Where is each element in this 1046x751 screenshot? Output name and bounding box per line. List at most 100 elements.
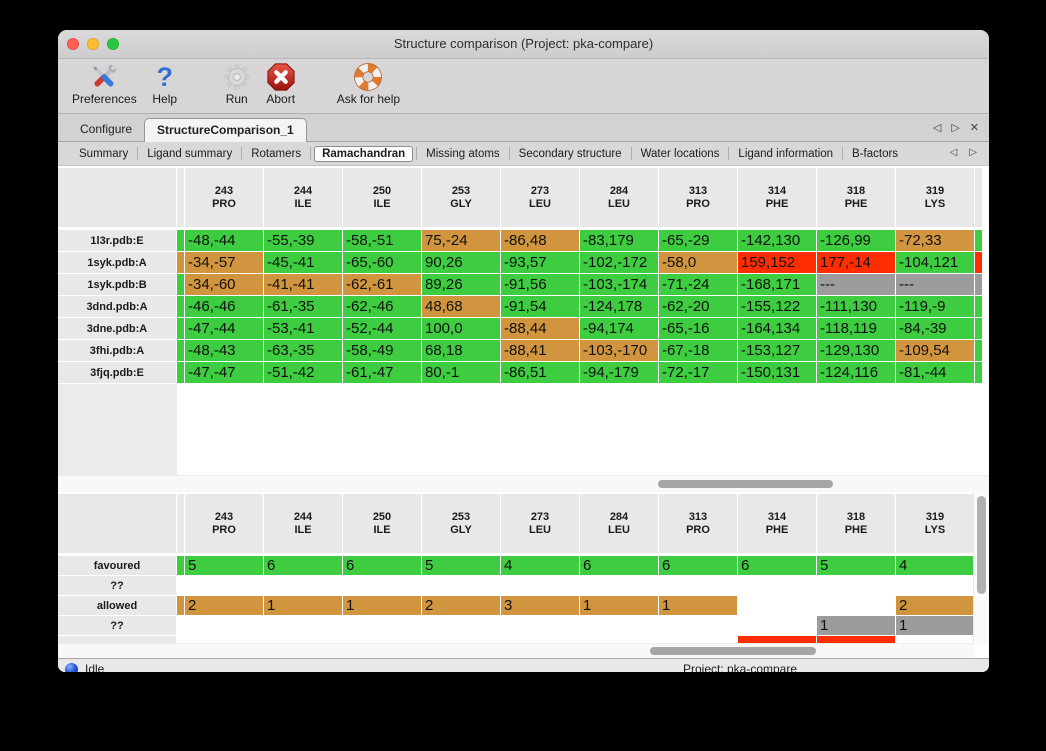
table-cell[interactable]: -61,-47	[343, 362, 422, 384]
table-cell[interactable]: -155,122	[738, 296, 817, 318]
table-cell[interactable]: -111,130	[817, 296, 896, 318]
column-header-253[interactable]: 253 GLY	[422, 168, 501, 228]
table-cell[interactable]	[896, 576, 975, 596]
column-header-319[interactable]: 319 LYS	[896, 168, 975, 228]
table-cell[interactable]: ---	[896, 274, 975, 296]
column-header-314[interactable]: 314 PHE	[738, 168, 817, 228]
table-cell[interactable]: -51,-42	[264, 362, 343, 384]
row-header[interactable]: 3fjq.pdb:E	[58, 362, 177, 384]
table-cell[interactable]	[738, 576, 817, 596]
subtab-secondary-structure[interactable]: Secondary structure	[518, 147, 622, 160]
row-header[interactable]: ??	[58, 616, 177, 636]
table-cell[interactable]: -94,174	[580, 318, 659, 340]
table-cell[interactable]: -109,54	[896, 340, 975, 362]
column-header-314[interactable]: 314 PHE	[738, 494, 817, 554]
column-header-318[interactable]: 318 PHE	[817, 168, 896, 228]
subtab-rotamers[interactable]: Rotamers	[251, 147, 302, 160]
table-cell[interactable]: -91,56	[501, 274, 580, 296]
table-cell[interactable]: -55,-39	[264, 230, 343, 252]
column-header-244[interactable]: 244 ILE	[264, 494, 343, 554]
table-cell[interactable]: -88,44	[501, 318, 580, 340]
subtab-ligand-information[interactable]: Ligand information	[738, 147, 834, 160]
subtab-water-locations[interactable]: Water locations	[640, 147, 720, 160]
table-cell[interactable]	[501, 576, 580, 596]
table-cell[interactable]: -62,-20	[659, 296, 738, 318]
table-cell[interactable]: -104,121	[896, 252, 975, 274]
subtab-b-factors[interactable]: B-factors	[852, 147, 899, 160]
column-header-319[interactable]: 319 LYS	[896, 494, 975, 554]
table-cell[interactable]: -86,48	[501, 230, 580, 252]
help-button[interactable]: ? Help	[149, 62, 181, 106]
column-header-253[interactable]: 253 GLY	[422, 494, 501, 554]
column-header-284[interactable]: 284 LEU	[580, 494, 659, 554]
table-cell[interactable]: 5	[422, 556, 501, 576]
column-header-313[interactable]: 313 PRO	[659, 494, 738, 554]
table-cell[interactable]: -34,-60	[185, 274, 264, 296]
table-cell[interactable]: 6	[264, 556, 343, 576]
table-cell[interactable]: -103,-170	[580, 340, 659, 362]
column-header-313[interactable]: 313 PRO	[659, 168, 738, 228]
subtab-missing-atoms[interactable]: Missing atoms	[426, 147, 500, 160]
table-cell[interactable]: 5	[817, 556, 896, 576]
table-cell[interactable]: -46,-46	[185, 296, 264, 318]
table-cell[interactable]: -129,130	[817, 340, 896, 362]
row-header[interactable]: 3dne.pdb:A	[58, 318, 177, 340]
table-cell[interactable]: -72,33	[896, 230, 975, 252]
table-cell[interactable]: 6	[343, 556, 422, 576]
table-cell[interactable]: 159,152	[738, 252, 817, 274]
table-cell[interactable]: 2	[185, 596, 264, 616]
tab-close-icon[interactable]: ✕	[969, 121, 979, 134]
table-cell[interactable]: -103,-174	[580, 274, 659, 296]
table-cell[interactable]: -52,-44	[343, 318, 422, 340]
column-header-273[interactable]: 273 LEU	[501, 494, 580, 554]
subtab-scroll-right-icon[interactable]: ▷	[969, 147, 977, 158]
table-cell[interactable]: 6	[738, 556, 817, 576]
table-cell[interactable]	[343, 576, 422, 596]
table-cell[interactable]	[343, 616, 422, 636]
table-cell[interactable]: 2	[422, 596, 501, 616]
table-cell[interactable]: 1	[659, 596, 738, 616]
row-header[interactable]: 1syk.pdb:A	[58, 252, 177, 274]
table-cell[interactable]: 80,-1	[422, 362, 501, 384]
table-cell[interactable]: 177,-14	[817, 252, 896, 274]
table-cell[interactable]: 1	[343, 596, 422, 616]
preferences-button[interactable]: Preferences	[72, 62, 137, 106]
table-cell[interactable]: 68,18	[422, 340, 501, 362]
table-cell[interactable]: -47,-47	[185, 362, 264, 384]
table-cell[interactable]: -168,171	[738, 274, 817, 296]
minimize-button[interactable]	[87, 38, 99, 50]
lower-h-scrollbar[interactable]	[58, 643, 974, 658]
row-header[interactable]: allowed	[58, 596, 177, 616]
table-cell[interactable]: -150,131	[738, 362, 817, 384]
column-header-284[interactable]: 284 LEU	[580, 168, 659, 228]
table-cell[interactable]: -58,-49	[343, 340, 422, 362]
table-cell[interactable]: -47,-44	[185, 318, 264, 340]
table-cell[interactable]: -124,178	[580, 296, 659, 318]
table-cell[interactable]: 4	[896, 556, 975, 576]
table-cell[interactable]: 1	[896, 616, 975, 636]
table-cell[interactable]: -153,127	[738, 340, 817, 362]
upper-h-scrollbar[interactable]	[58, 475, 989, 492]
table-cell[interactable]: -142,130	[738, 230, 817, 252]
table-cell[interactable]: -84,-39	[896, 318, 975, 340]
tab-structurecomparison-1[interactable]: StructureComparison_1	[144, 118, 307, 142]
table-cell[interactable]: 4	[501, 556, 580, 576]
table-cell[interactable]: -58,0	[659, 252, 738, 274]
table-cell[interactable]	[580, 616, 659, 636]
table-cell[interactable]: -91,54	[501, 296, 580, 318]
table-cell[interactable]: 2	[896, 596, 975, 616]
abort-button[interactable]: Abort	[265, 62, 297, 106]
table-cell[interactable]	[659, 576, 738, 596]
table-cell[interactable]: -63,-35	[264, 340, 343, 362]
title-bar[interactable]: Structure comparison (Project: pka-compa…	[58, 30, 989, 59]
table-cell[interactable]: 75,-24	[422, 230, 501, 252]
run-button[interactable]: Run	[221, 62, 253, 106]
table-cell[interactable]: 48,68	[422, 296, 501, 318]
column-header-250[interactable]: 250 ILE	[343, 494, 422, 554]
column-header-273[interactable]: 273 LEU	[501, 168, 580, 228]
column-header-243[interactable]: 243 PRO	[185, 168, 264, 228]
table-cell[interactable]	[264, 616, 343, 636]
table-cell[interactable]: -61,-35	[264, 296, 343, 318]
table-cell[interactable]: -58,-51	[343, 230, 422, 252]
table-cell[interactable]: 1	[264, 596, 343, 616]
